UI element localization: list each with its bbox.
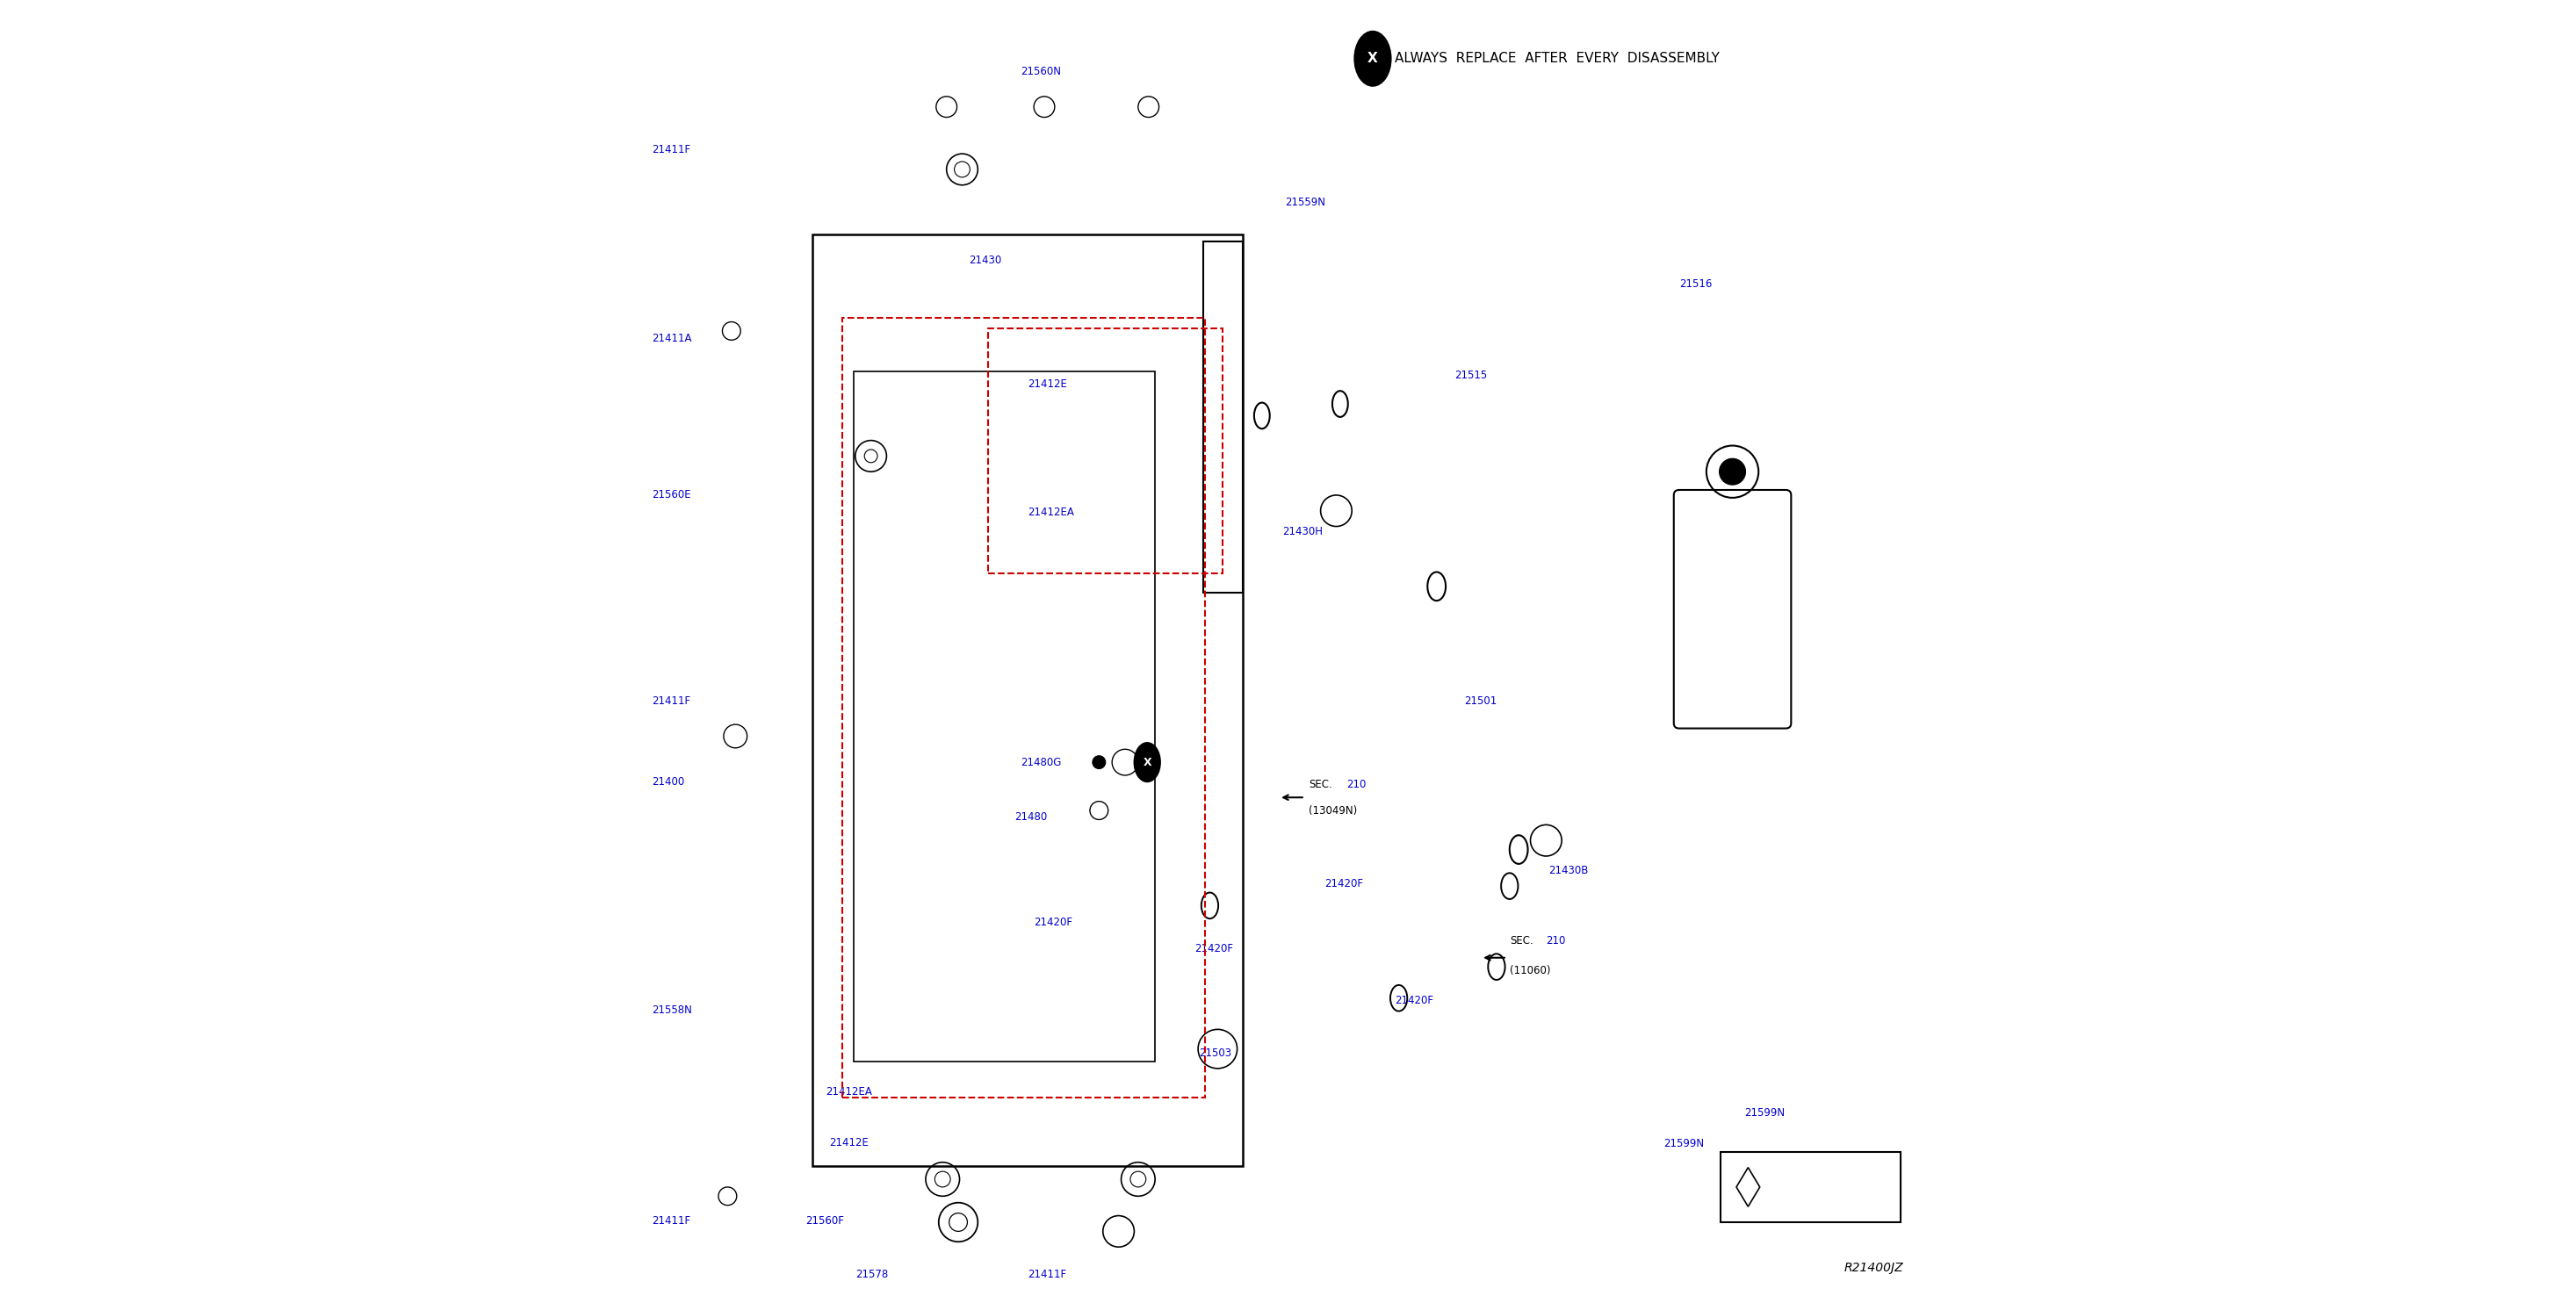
FancyBboxPatch shape	[1674, 490, 1790, 728]
Bar	[1203, 241, 1242, 593]
Text: 21599N: 21599N	[1664, 1139, 1703, 1149]
Text: 21420F: 21420F	[1324, 878, 1363, 889]
Text: 21510: 21510	[1728, 566, 1762, 576]
Bar	[989, 328, 1224, 573]
Text: 21559N: 21559N	[1285, 197, 1327, 207]
Text: 21412EA: 21412EA	[1028, 507, 1074, 517]
Text: 21420F: 21420F	[1195, 943, 1234, 954]
Text: 21560N: 21560N	[1020, 66, 1061, 77]
Circle shape	[1092, 756, 1105, 769]
Text: (13049N): (13049N)	[1309, 805, 1358, 816]
Text: 21412E: 21412E	[1028, 379, 1066, 390]
Text: R21400JZ: R21400JZ	[1844, 1263, 1904, 1274]
Ellipse shape	[1133, 743, 1159, 782]
Ellipse shape	[1355, 31, 1391, 86]
Text: ⚠CAUTION: ⚠CAUTION	[1770, 1182, 1834, 1192]
Text: 21412EA: 21412EA	[824, 1087, 871, 1097]
Text: 21515: 21515	[1455, 370, 1486, 380]
Text: X: X	[1368, 52, 1378, 65]
Text: 21558N: 21558N	[652, 1005, 693, 1015]
Text: 21503: 21503	[1200, 1048, 1231, 1058]
Text: X: X	[1144, 757, 1151, 767]
Text: 210: 210	[1347, 779, 1365, 790]
Bar	[811, 235, 1242, 1166]
Text: ALWAYS  REPLACE  AFTER  EVERY  DISASSEMBLY: ALWAYS REPLACE AFTER EVERY DISASSEMBLY	[1394, 52, 1721, 65]
Text: 21578: 21578	[855, 1269, 889, 1280]
Text: 21411F: 21411F	[652, 1216, 690, 1226]
Bar	[1721, 1152, 1901, 1222]
Text: 21430: 21430	[969, 255, 1002, 266]
Text: 21412E: 21412E	[829, 1138, 868, 1148]
Text: 21560F: 21560F	[806, 1216, 845, 1226]
Text: 21420F: 21420F	[1394, 995, 1432, 1006]
Text: 21599N: 21599N	[1744, 1108, 1785, 1118]
Text: 21420F: 21420F	[1033, 917, 1072, 928]
Text: 21560E: 21560E	[652, 490, 690, 500]
Text: 210: 210	[1546, 936, 1566, 946]
Text: 21400: 21400	[652, 777, 685, 787]
Bar	[842, 318, 1206, 1097]
Text: 21411F: 21411F	[1028, 1269, 1066, 1280]
Text: 21411F: 21411F	[652, 696, 690, 706]
Text: 21480G: 21480G	[1020, 757, 1061, 767]
Text: 21480: 21480	[1015, 812, 1046, 822]
Bar	[855, 371, 1154, 1062]
Text: SEC.: SEC.	[1309, 779, 1332, 790]
Text: 21516: 21516	[1680, 279, 1713, 289]
Text: 21501: 21501	[1463, 696, 1497, 706]
Text: (11060): (11060)	[1510, 966, 1551, 976]
Text: 21411A: 21411A	[652, 334, 693, 344]
Circle shape	[1718, 459, 1747, 485]
Text: SEC.: SEC.	[1510, 936, 1533, 946]
Text: 21430B: 21430B	[1548, 865, 1589, 876]
Text: 21411F: 21411F	[652, 145, 690, 155]
Text: 21430H: 21430H	[1283, 526, 1324, 537]
